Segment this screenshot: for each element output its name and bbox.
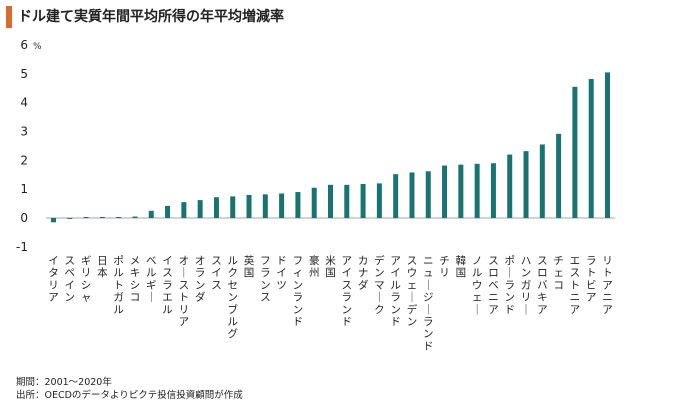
bar — [409, 172, 415, 218]
category-label: スロバキア — [537, 255, 548, 316]
category-label: ドイツ — [276, 255, 287, 291]
bar — [197, 200, 203, 218]
category-label: イタリア — [48, 255, 59, 304]
bar — [311, 187, 317, 218]
category-label: ハンガリ｜ — [521, 255, 532, 316]
category-label: 韓国 — [456, 255, 467, 279]
y-tick-label: 2 — [20, 153, 28, 167]
category-label: ベルギ｜ — [146, 255, 157, 304]
category-label: リトアニア — [602, 255, 613, 316]
bar — [490, 163, 496, 218]
bar — [132, 216, 138, 218]
y-tick-label: 1 — [20, 182, 28, 196]
category-label: 米国 — [325, 254, 336, 279]
bar — [116, 217, 122, 218]
category-label: チリ — [439, 255, 450, 279]
bar — [393, 174, 399, 218]
y-tick-label: 0 — [20, 211, 28, 225]
category-label: オ｜ストリア — [179, 255, 190, 328]
bar — [295, 192, 301, 218]
bar — [588, 79, 594, 218]
bar — [67, 218, 73, 219]
bar — [458, 164, 464, 218]
bar — [360, 183, 366, 218]
category-label: ギリシャ — [81, 255, 92, 304]
category-label: アイルランド — [390, 255, 401, 328]
category-label: カナダ — [358, 255, 369, 291]
category-label: アイスランド — [342, 255, 353, 328]
y-tick-label: 4 — [20, 96, 28, 110]
bar — [328, 184, 333, 218]
category-label: ポルトガル — [113, 255, 124, 316]
bar — [83, 217, 89, 218]
category-label: スペイン — [65, 255, 76, 304]
category-label: 英国 — [244, 254, 255, 279]
category-label: スウェ｜デン — [407, 255, 418, 328]
bar — [539, 144, 545, 218]
category-label: フィンランド — [293, 255, 304, 328]
bar — [181, 202, 187, 218]
y-tick-label: 6 — [20, 38, 28, 52]
bar — [572, 86, 578, 218]
bar — [51, 218, 56, 223]
title-accent-bar — [6, 6, 12, 28]
category-label: スイス — [211, 255, 222, 291]
bar — [230, 196, 236, 218]
category-label: メキシコ — [130, 255, 141, 304]
category-label: ラトビア — [586, 255, 597, 304]
bar — [523, 151, 529, 218]
category-label: チェコ — [553, 255, 564, 291]
chart-title: ドル建て実質年間平均所得の年平均増減率 — [18, 9, 284, 25]
category-label: スロベニア — [488, 255, 499, 316]
bar — [442, 165, 448, 218]
category-label: デンマ｜ク — [374, 254, 385, 316]
category-label: フランス — [260, 255, 271, 304]
y-tick-label: 5 — [20, 67, 28, 81]
bar — [507, 154, 513, 218]
category-label: 豪州 — [309, 254, 320, 279]
bar — [99, 217, 105, 218]
bar — [344, 184, 350, 218]
category-label: イスラエル — [162, 255, 173, 316]
bar — [279, 193, 285, 218]
bar — [474, 163, 480, 218]
y-tick-label: -1 — [16, 240, 28, 254]
category-label: ノルウェ｜ — [472, 255, 483, 316]
bar — [376, 183, 382, 218]
bar — [246, 194, 252, 218]
category-label: ポ｜ランド — [504, 255, 515, 316]
category-label: ニュ｜ジ｜ランド — [423, 255, 434, 352]
source-note: 出所：OECDのデータよりピクテ投信投資顧問が作成 — [16, 390, 243, 401]
bar — [556, 133, 562, 218]
bar — [213, 197, 219, 218]
y-tick-label: 3 — [20, 125, 28, 139]
bar — [262, 194, 268, 218]
bar — [425, 171, 431, 218]
category-label: エストニア — [570, 255, 581, 316]
footer: 期間：2001～2020年 出所：OECDのデータよりピクテ投信投資顧問が作成 — [16, 376, 243, 402]
bar — [148, 210, 154, 218]
bar — [165, 205, 171, 218]
bar — [605, 72, 610, 219]
category-label: ルクセンブルグ — [227, 255, 238, 340]
y-unit-label: % — [33, 42, 42, 52]
category-label: 日本 — [97, 255, 108, 279]
category-label: オランダ — [195, 255, 206, 304]
period-note: 期間：2001～2020年 — [16, 377, 112, 388]
